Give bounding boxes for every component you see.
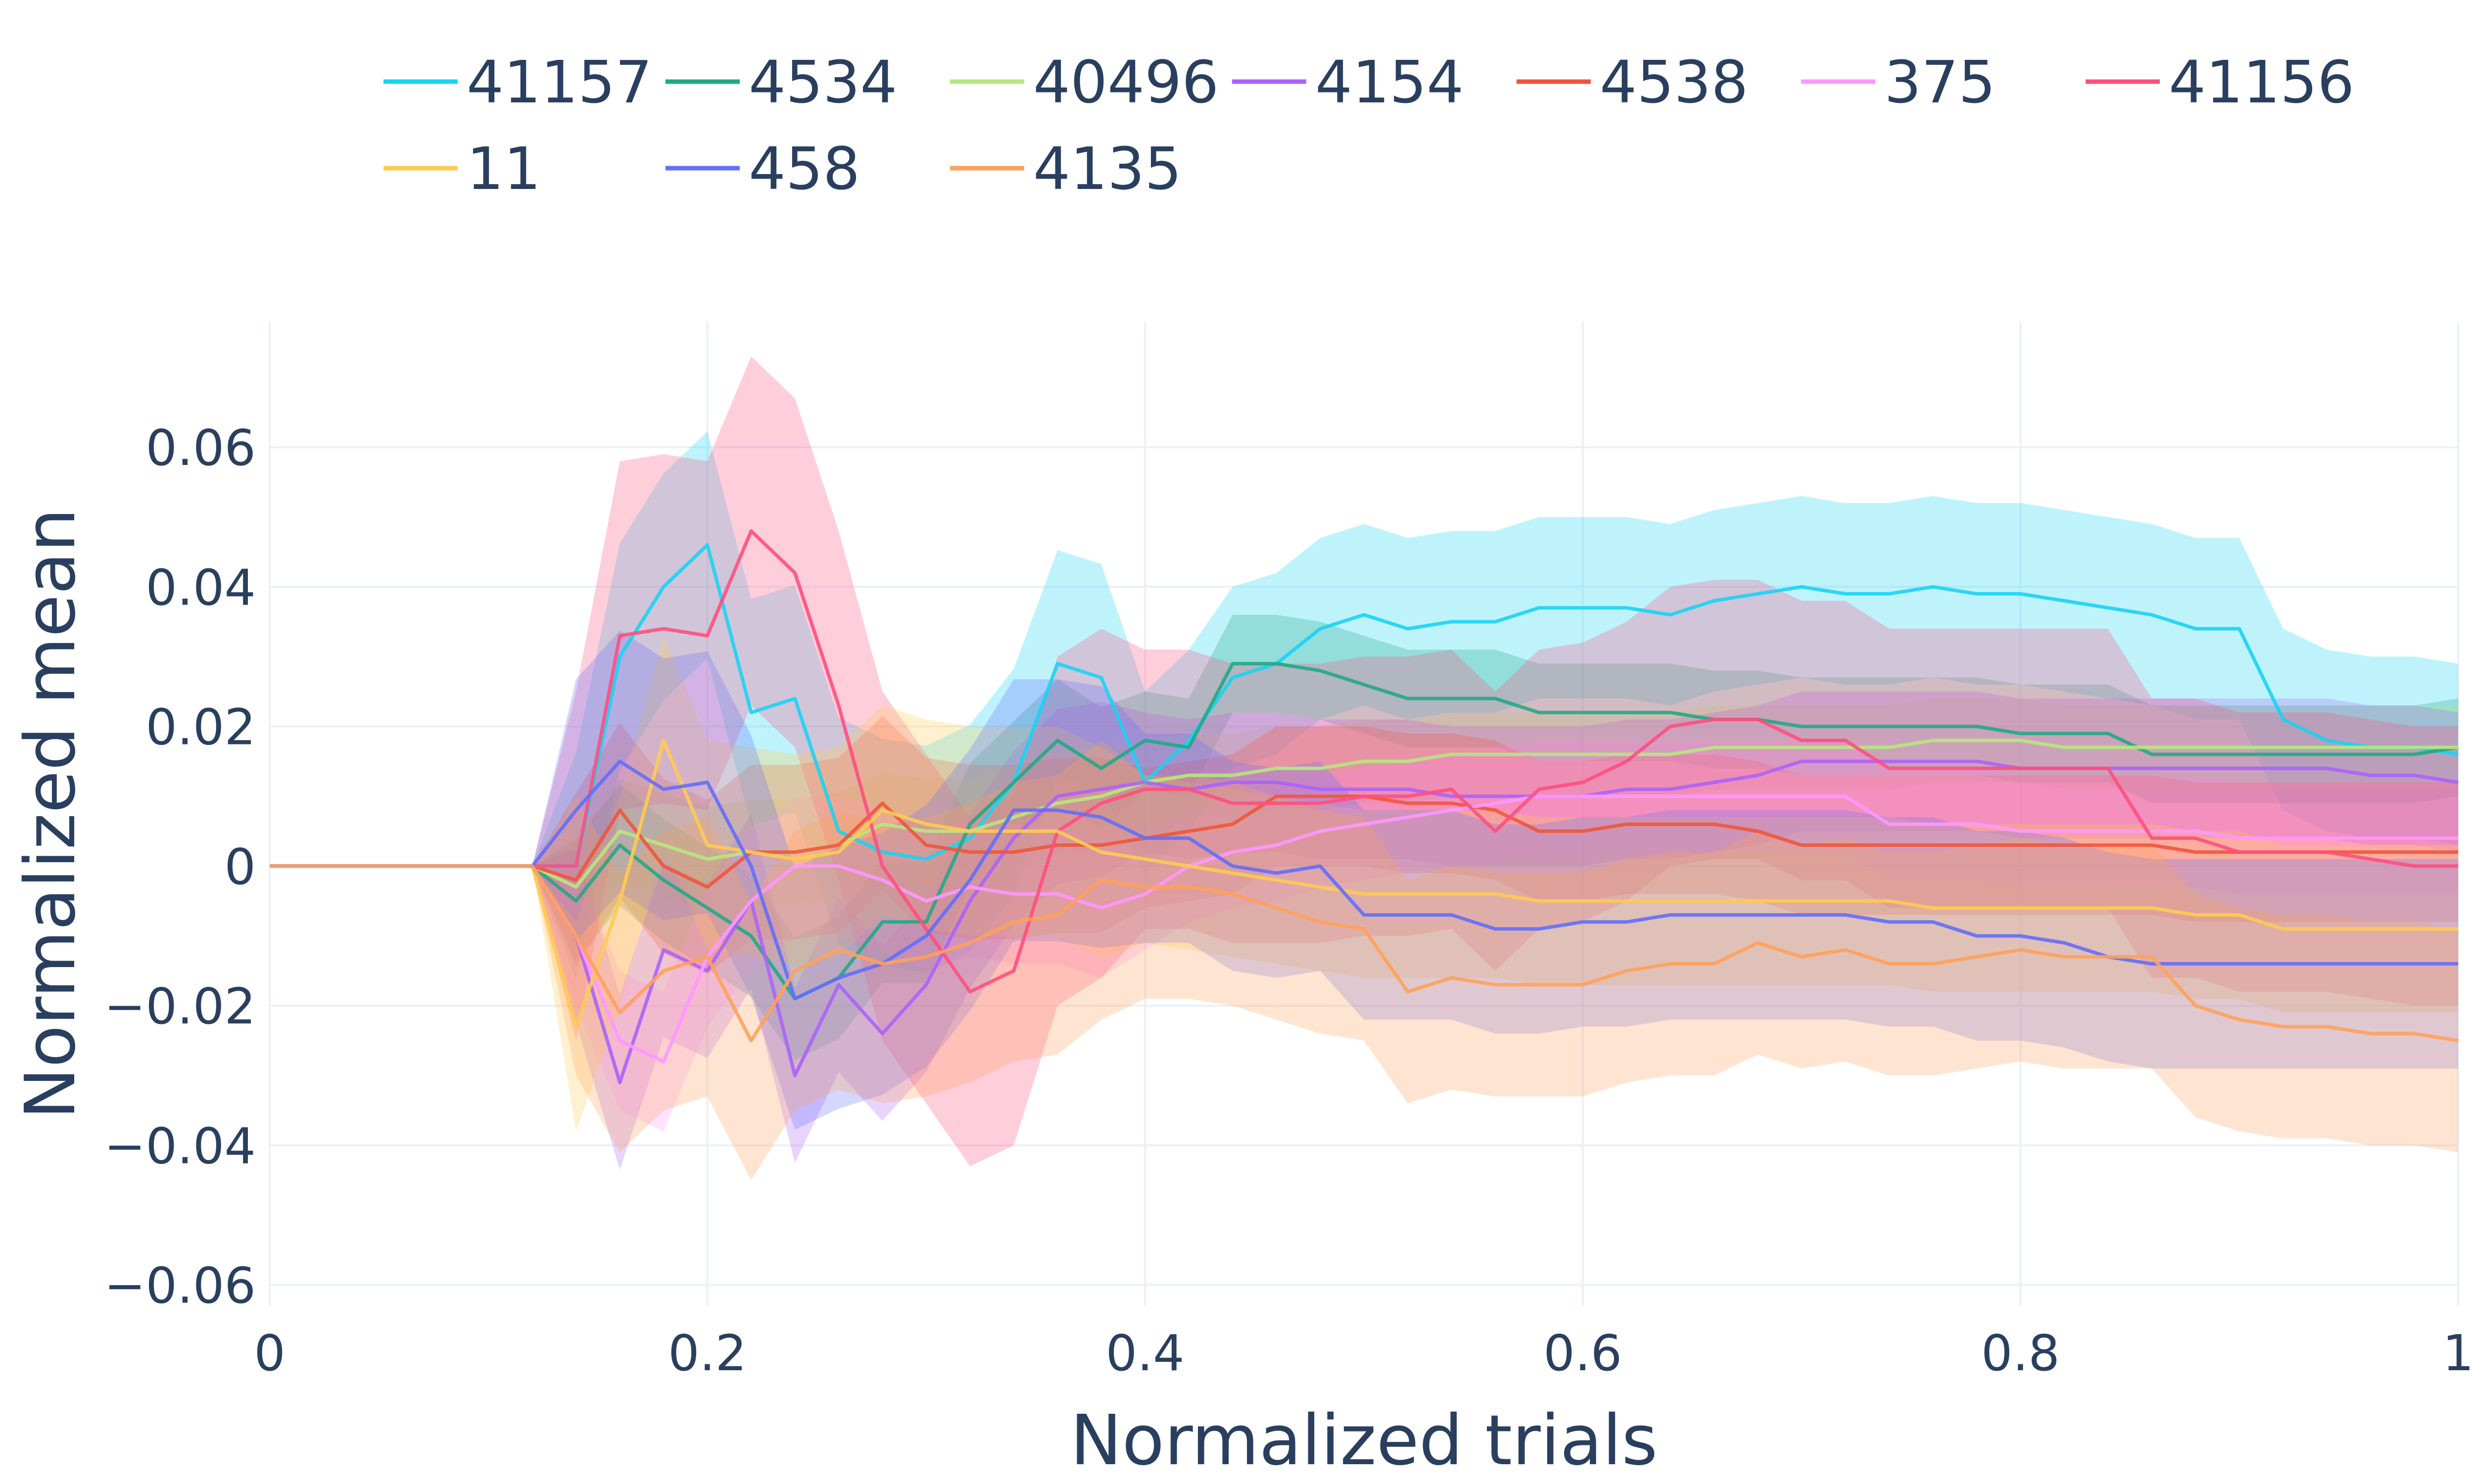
y-tick-label: 0.04 [145,558,256,616]
legend-item-4135[interactable]: 4135 [950,135,1182,203]
legend-item-41156[interactable]: 41156 [2086,48,2354,116]
band-4154 [270,692,2458,1170]
legend: 41157 4534 40496 4154 4538 375 41156 11 458 4135 [383,48,2354,203]
legend-label: 458 [749,135,860,203]
series-line-4135 [270,864,2459,1043]
legend-label: 4135 [1033,135,1182,203]
legend-label: 4538 [1600,48,1748,116]
y-tick-label: −0.04 [104,1117,256,1175]
band-4538 [270,716,2458,974]
x-tick-label: 0.2 [668,1324,747,1382]
legend-item-11[interactable]: 11 [383,135,541,203]
x-tick-label: 0.4 [1106,1324,1185,1382]
legend-label: 375 [1884,48,1996,116]
band-458 [270,630,2458,1130]
legend-item-375[interactable]: 375 [1801,48,1996,116]
legend-label: 11 [467,135,541,203]
legend-item-40496[interactable]: 40496 [950,48,1219,116]
y-axis-ticks: 0.06 0.04 0.02 0 −0.02 −0.04 −0.06 [104,419,256,1315]
legend-label: 41157 [467,48,652,116]
x-tick-label: 0.6 [1543,1324,1622,1382]
series-line-4154 [270,759,2459,1084]
y-tick-label: −0.02 [104,977,256,1035]
x-tick-label: 0 [254,1324,285,1382]
legend-item-4538[interactable]: 4538 [1517,48,1748,116]
band-375 [270,740,2458,1132]
band-40496 [270,698,2458,939]
legend-label: 40496 [1033,48,1219,116]
legend-item-4534[interactable]: 4534 [666,48,897,116]
x-tick-label: 1 [2442,1324,2474,1382]
legend-item-458[interactable]: 458 [666,135,860,203]
legend-label: 4154 [1315,48,1464,116]
series-lines [270,529,2459,1084]
plot-area [270,322,2458,1306]
grid [269,322,2459,1306]
band-41157 [270,431,2458,980]
y-axis-title: Normalized mean [10,508,91,1119]
band-4135 [270,740,2458,1180]
series-line-375 [270,794,2458,1064]
series-line-11 [270,739,2458,1028]
legend-label: 41156 [2169,48,2354,116]
series-line-41156 [270,529,2458,994]
x-axis-ticks: 0 0.2 0.4 0.6 0.8 1 [254,1324,2474,1382]
x-tick-label: 0.8 [1981,1324,2060,1382]
legend-label: 4534 [749,48,897,116]
y-tick-label: 0.02 [145,698,256,756]
y-tick-label: 0 [224,838,256,896]
legend-item-4154[interactable]: 4154 [1232,48,1464,116]
x-axis-title: Normalized trials [1070,1400,1658,1481]
series-line-41157 [270,543,2459,868]
y-tick-label: −0.06 [104,1257,256,1315]
series-line-458 [270,759,2458,1001]
y-tick-label: 0.06 [145,419,256,477]
legend-item-41157[interactable]: 41157 [383,48,652,116]
